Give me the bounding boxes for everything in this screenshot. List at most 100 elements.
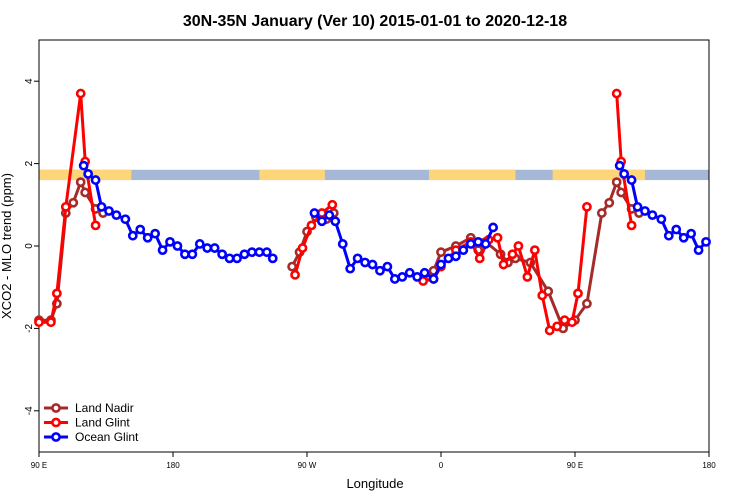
- data-point: [309, 208, 320, 218]
- data-point: [75, 88, 86, 99]
- series-layer: [34, 88, 711, 336]
- data-point: [647, 210, 658, 220]
- data-point: [458, 245, 469, 256]
- land-segment: [429, 169, 516, 181]
- data-point: [701, 236, 711, 247]
- data-point: [180, 249, 190, 260]
- legend-marker: [51, 432, 61, 442]
- data-point: [120, 214, 131, 225]
- data-point: [209, 243, 220, 253]
- x-tick-label: 180: [166, 461, 180, 470]
- data-point: [90, 175, 101, 185]
- data-point: [492, 232, 503, 243]
- land-segment: [259, 169, 325, 181]
- data-point: [157, 245, 168, 256]
- x-tick-label: 90 E: [567, 461, 583, 470]
- data-point: [345, 263, 356, 274]
- data-point: [142, 232, 153, 243]
- data-point: [663, 230, 674, 241]
- data-point: [596, 208, 607, 218]
- ocean-band: [39, 169, 709, 181]
- data-point: [202, 243, 213, 253]
- data-point: [34, 317, 44, 328]
- data-point: [306, 220, 317, 231]
- data-point: [172, 241, 183, 251]
- data-point: [78, 160, 89, 171]
- land-segment: [552, 169, 645, 181]
- y-axis: -4 -2 0 2 4: [24, 78, 39, 415]
- data-point: [389, 274, 400, 284]
- data-point: [419, 267, 430, 278]
- data-point: [474, 253, 485, 264]
- data-point: [316, 216, 327, 227]
- data-point: [626, 220, 637, 231]
- x-axis: 90 E 180 90 W 0 90 E 180: [31, 452, 716, 470]
- data-point: [693, 245, 704, 256]
- data-point: [104, 206, 114, 216]
- data-point: [397, 271, 408, 282]
- data-point: [582, 298, 592, 309]
- data-point: [254, 247, 265, 258]
- data-point: [239, 249, 250, 260]
- data-point: [232, 253, 242, 264]
- x-tick-label: 90 E: [31, 461, 47, 470]
- data-point: [488, 222, 499, 233]
- data-point: [90, 220, 101, 231]
- data-point: [111, 210, 122, 220]
- data-point: [187, 249, 198, 260]
- chart-title: 30N-35N January (Ver 10) 2015-01-01 to 2…: [183, 13, 567, 30]
- data-point: [656, 214, 667, 225]
- data-point: [327, 199, 338, 210]
- data-point: [330, 216, 341, 227]
- data-point: [412, 271, 423, 282]
- data-point: [582, 201, 592, 212]
- data-point: [127, 230, 138, 241]
- legend-label: Ocean Glint: [75, 430, 139, 444]
- data-point: [436, 247, 446, 258]
- data-point: [352, 253, 363, 264]
- data-point: [573, 288, 583, 299]
- legend-label: Land Nadir: [75, 401, 134, 415]
- data-point: [428, 274, 439, 284]
- data-point: [619, 168, 630, 179]
- y-axis-label: XCO2 - MLO trend (ppm): [0, 173, 14, 319]
- data-point: [51, 288, 62, 299]
- data-point: [614, 160, 625, 171]
- data-point: [267, 253, 278, 264]
- data-point: [150, 228, 161, 239]
- series-land-nadir: [34, 177, 644, 334]
- data-point: [360, 257, 370, 268]
- data-point: [261, 247, 272, 258]
- data-point: [544, 325, 555, 336]
- y-tick-label: 2: [24, 160, 35, 166]
- data-point: [529, 245, 540, 256]
- data-point: [537, 290, 548, 301]
- data-point: [75, 177, 86, 188]
- data-point: [367, 259, 378, 270]
- data-point: [507, 249, 518, 260]
- y-tick-label: 0: [24, 243, 35, 249]
- data-point: [465, 239, 476, 249]
- y-tick-label: -4: [24, 406, 35, 415]
- data-point: [290, 269, 300, 280]
- data-point: [324, 210, 335, 220]
- data-point: [552, 321, 563, 332]
- data-point: [96, 201, 107, 212]
- data-point: [480, 239, 491, 249]
- series-ocean-glint: [78, 160, 711, 284]
- data-point: [567, 317, 577, 328]
- data-point: [287, 261, 298, 272]
- data-point: [165, 236, 175, 247]
- data-point: [450, 251, 461, 262]
- data-point: [559, 315, 570, 326]
- data-point: [473, 236, 484, 247]
- data-point: [83, 168, 94, 179]
- data-point: [436, 259, 446, 270]
- data-point: [686, 228, 697, 239]
- data-point: [60, 201, 71, 212]
- data-point: [247, 247, 257, 258]
- data-point: [626, 175, 637, 185]
- data-point: [632, 201, 643, 212]
- data-point: [443, 253, 454, 264]
